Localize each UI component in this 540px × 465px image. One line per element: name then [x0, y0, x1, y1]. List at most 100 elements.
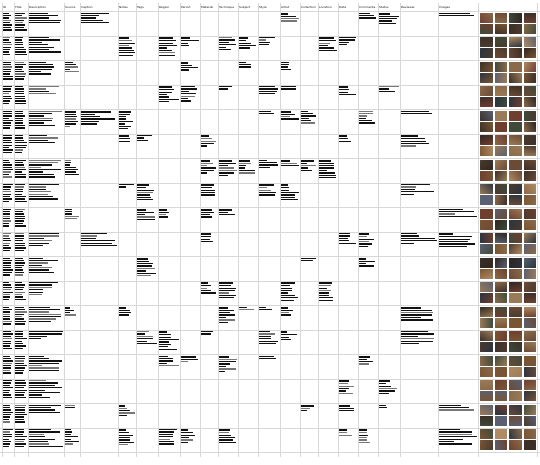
image-thumbnail[interactable] [523, 257, 536, 268]
image-thumbnail[interactable] [480, 184, 493, 194]
image-thumbnail[interactable] [494, 366, 507, 377]
image-thumbnail[interactable] [494, 244, 507, 254]
image-thumbnail[interactable] [480, 72, 493, 83]
table-cell[interactable] [301, 110, 317, 133]
table-cell[interactable] [29, 257, 63, 280]
image-thumbnail[interactable] [509, 135, 522, 145]
image-thumbnail[interactable] [523, 233, 536, 243]
table-cell[interactable] [259, 306, 279, 329]
table-cell[interactable] [239, 159, 257, 182]
image-thumbnail[interactable] [509, 208, 522, 219]
table-cell[interactable] [119, 135, 135, 157]
image-thumbnail[interactable] [523, 37, 536, 47]
image-thumbnail[interactable] [523, 12, 536, 23]
image-thumbnail[interactable] [523, 121, 536, 132]
image-thumbnail[interactable] [494, 257, 507, 268]
table-cell[interactable] [65, 208, 79, 231]
table-cell[interactable] [339, 135, 357, 157]
table-cell[interactable] [439, 233, 477, 255]
image-thumbnail[interactable] [480, 380, 493, 390]
table-cell[interactable] [3, 380, 13, 402]
table-cell[interactable] [15, 257, 27, 280]
column-header-c19[interactable]: Reviewer [401, 4, 415, 9]
table-cell[interactable] [29, 404, 63, 427]
image-thumbnail[interactable] [509, 146, 522, 156]
image-thumbnail[interactable] [480, 415, 493, 426]
table-cell[interactable] [15, 355, 27, 378]
image-thumbnail[interactable] [494, 23, 507, 34]
image-thumbnail[interactable] [523, 110, 536, 121]
image-thumbnail[interactable] [480, 97, 493, 107]
table-cell[interactable] [181, 37, 199, 59]
table-cell[interactable] [65, 306, 79, 329]
image-thumbnail[interactable] [509, 293, 522, 303]
image-thumbnail[interactable] [494, 37, 507, 47]
image-thumbnail[interactable] [523, 355, 536, 366]
image-thumbnail[interactable] [509, 219, 522, 230]
image-thumbnail[interactable] [509, 415, 522, 426]
column-header-c5[interactable]: Notes [119, 4, 128, 9]
table-cell[interactable] [219, 86, 237, 108]
image-thumbnail[interactable] [509, 429, 522, 439]
table-cell[interactable] [137, 257, 157, 280]
table-cell[interactable] [29, 233, 63, 255]
table-cell[interactable] [359, 12, 377, 35]
image-thumbnail[interactable] [509, 440, 522, 450]
table-cell[interactable] [359, 110, 377, 133]
table-cell[interactable] [201, 159, 217, 182]
table-cell[interactable] [29, 429, 63, 451]
table-cell[interactable] [3, 184, 13, 206]
image-thumbnail[interactable] [494, 12, 507, 23]
image-thumbnail[interactable] [509, 37, 522, 47]
column-header-c9[interactable]: Material [201, 4, 214, 9]
table-cell[interactable] [319, 37, 337, 59]
column-header-c16[interactable]: Date [339, 4, 347, 9]
image-thumbnail[interactable] [494, 159, 507, 170]
table-cell[interactable] [339, 37, 357, 59]
image-thumbnail[interactable] [523, 208, 536, 219]
table-cell[interactable] [137, 208, 157, 231]
table-cell[interactable] [3, 233, 13, 255]
table-cell[interactable] [15, 37, 27, 59]
table-cell[interactable] [119, 404, 135, 427]
image-thumbnail[interactable] [480, 331, 493, 341]
image-thumbnail[interactable] [494, 429, 507, 439]
table-cell[interactable] [219, 208, 237, 231]
image-thumbnail[interactable] [523, 282, 536, 292]
image-thumbnail[interactable] [494, 282, 507, 292]
image-thumbnail[interactable] [480, 317, 493, 328]
image-thumbnail[interactable] [523, 97, 536, 107]
table-cell[interactable] [3, 257, 13, 280]
table-cell[interactable] [15, 135, 27, 157]
table-cell[interactable] [15, 404, 27, 427]
image-thumbnail[interactable] [509, 355, 522, 366]
table-cell[interactable] [181, 429, 199, 451]
table-cell[interactable] [281, 110, 299, 133]
image-thumbnail[interactable] [494, 86, 507, 96]
image-thumbnail[interactable] [523, 366, 536, 377]
table-cell[interactable] [3, 61, 13, 84]
table-cell[interactable] [3, 355, 13, 378]
table-cell[interactable] [159, 208, 179, 231]
table-cell[interactable] [159, 86, 179, 108]
table-cell[interactable] [119, 306, 135, 329]
image-thumbnail[interactable] [494, 391, 507, 401]
image-thumbnail[interactable] [480, 48, 493, 58]
table-cell[interactable] [15, 159, 27, 182]
image-thumbnail[interactable] [509, 159, 522, 170]
table-cell[interactable] [15, 429, 27, 451]
image-thumbnail[interactable] [494, 208, 507, 219]
image-thumbnail[interactable] [480, 86, 493, 96]
table-cell[interactable] [259, 86, 279, 108]
table-cell[interactable] [259, 37, 279, 59]
column-header-c3[interactable]: Source [65, 4, 76, 9]
table-cell[interactable] [359, 233, 377, 255]
image-thumbnail[interactable] [523, 293, 536, 303]
image-thumbnail[interactable] [480, 110, 493, 121]
image-thumbnail[interactable] [480, 257, 493, 268]
image-thumbnail[interactable] [494, 233, 507, 243]
table-cell[interactable] [281, 282, 299, 304]
table-cell[interactable] [259, 184, 279, 206]
image-thumbnail[interactable] [509, 233, 522, 243]
table-cell[interactable] [201, 282, 217, 304]
